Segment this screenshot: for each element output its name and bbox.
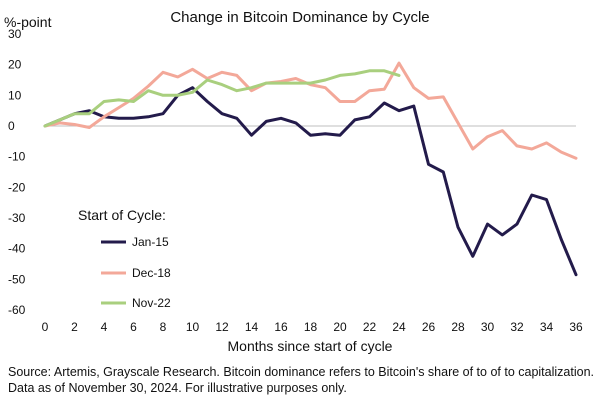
x-tick-label: 18 [304,320,318,334]
series-lines [43,61,578,277]
series-line-nov-22 [43,69,401,128]
x-tick-label: 4 [101,320,108,334]
y-tick-label: -40 [8,242,26,256]
x-tick-label: 12 [215,320,229,334]
y-tick-label: 20 [8,58,22,72]
legend-title: Start of Cycle: [78,207,166,223]
x-tick-label: 24 [392,320,406,334]
y-tick-labels: 30 20 10 0 -10 -20 -30 -40 -50 -60 [8,27,26,317]
x-tick-label: 0 [42,320,49,334]
y-tick-label: -30 [8,211,26,225]
source-note: Source: Artemis, Grayscale Research. Bit… [8,365,594,395]
x-tick-label: 26 [422,320,436,334]
y-axis-label: %-point [4,14,52,30]
y-tick-label: 30 [8,27,22,41]
x-tick-label: 6 [130,320,137,334]
legend: Start of Cycle: Jan-15 Dec-18 Nov-22 [78,207,171,310]
legend-label-dec-18: Dec-18 [132,266,171,280]
y-tick-label: -20 [8,180,26,194]
x-tick-label: 16 [274,320,288,334]
x-tick-label: 10 [186,320,200,334]
x-tick-label: 32 [510,320,524,334]
y-tick-label: -60 [8,303,26,317]
x-tick-label: 30 [481,320,495,334]
x-tick-label: 34 [540,320,554,334]
series-line-jan-15 [43,86,578,277]
legend-label-nov-22: Nov-22 [132,296,171,310]
x-tick-labels: 0 2 4 6 8 10 12 14 16 18 20 22 24 26 28 30 32 34 36 [42,320,583,334]
x-tick-label: 2 [71,320,78,334]
series-line-dec-18 [43,61,578,160]
y-tick-label: -10 [8,150,26,164]
chart: Change in Bitcoin Dominance by Cycle %-p… [4,9,583,354]
x-tick-label: 14 [245,320,259,334]
y-tick-label: -50 [8,272,26,286]
x-tick-label: 28 [451,320,465,334]
x-tick-label: 8 [160,320,167,334]
x-tick-label: 22 [363,320,377,334]
chart-title: Change in Bitcoin Dominance by Cycle [170,9,429,26]
x-axis-label: Months since start of cycle [228,338,393,354]
legend-label-jan-15: Jan-15 [132,235,169,249]
y-tick-label: 0 [8,119,15,133]
y-tick-label: 10 [8,88,22,102]
x-tick-label: 20 [333,320,347,334]
x-tick-label: 36 [569,320,583,334]
